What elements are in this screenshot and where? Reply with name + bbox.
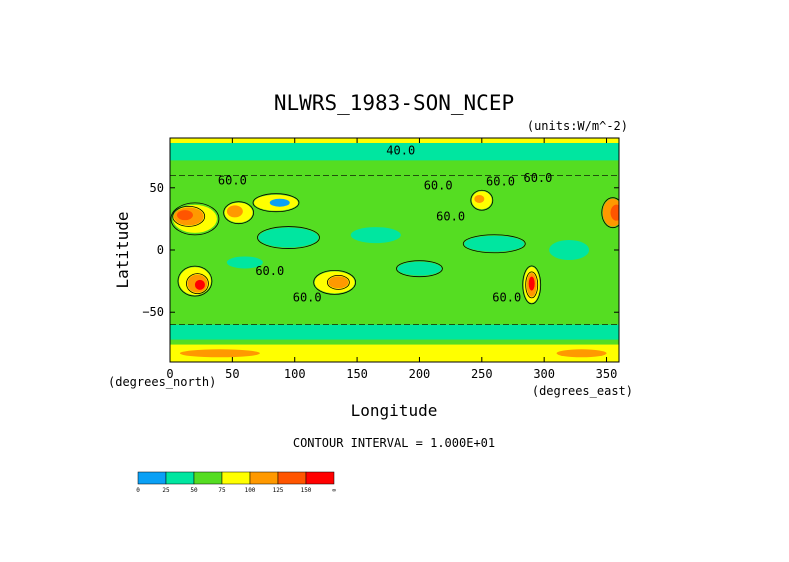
contour-line [470, 189, 494, 211]
field-regions [170, 138, 619, 362]
field-region [170, 142, 619, 161]
y-tick-label: −50 [142, 305, 164, 319]
units-label: (units:W/m^-2) [527, 119, 628, 133]
x-tick-label: 0 [166, 367, 173, 381]
colorbar-tick-label: 0 [136, 487, 140, 494]
contour-label: 60.0 [492, 290, 521, 304]
contour-label: 40.0 [386, 143, 415, 157]
colorbar-swatch [137, 471, 167, 485]
contour-line [522, 265, 542, 305]
contour-line [170, 202, 220, 236]
field-region [179, 349, 260, 358]
contour-lines [170, 174, 619, 326]
colorbar-swatch [249, 471, 279, 485]
field-region [269, 198, 290, 207]
x-tick-label: 300 [533, 367, 555, 381]
field-region [170, 324, 619, 340]
contour-line [601, 197, 619, 229]
contour-label: 60.0 [424, 178, 453, 192]
contour-label: 60.0 [293, 290, 322, 304]
colorbar-tick-label: 50 [190, 487, 198, 494]
contour-line [313, 269, 357, 295]
y-tick-label: 50 [150, 181, 164, 195]
field-region [528, 276, 535, 291]
contour-line [186, 273, 209, 295]
x-tick-label: 50 [225, 367, 239, 381]
colorbar-swatch [221, 471, 251, 485]
contour-line [172, 205, 206, 227]
x-unit-label: (degrees_east) [532, 384, 633, 398]
colorbar-swatch [277, 471, 307, 485]
colorbar-tick-label: 25 [162, 487, 170, 494]
contour-line [525, 271, 539, 299]
field-region [474, 194, 485, 203]
field-region [610, 204, 619, 221]
chart-title: NLWRS_1983-SON_NCEP [274, 91, 514, 115]
colorbar-tick-label: ∞ [332, 487, 336, 494]
colorbar-swatch [305, 471, 335, 485]
x-axis-label: Longitude [351, 401, 438, 420]
contour-line [326, 274, 350, 290]
contour-line [223, 201, 254, 225]
y-axis: 50 0 −50 [142, 181, 619, 319]
field-region [226, 256, 263, 269]
field-region [549, 240, 590, 260]
field-region [194, 279, 205, 290]
colorbar-swatch [193, 471, 223, 485]
contour-line [177, 265, 213, 297]
contour-line [252, 193, 300, 213]
contour-line [257, 226, 320, 249]
y-unit-label: (degrees_north) [108, 375, 216, 389]
plot-area: 40.0 60.0 60.0 60.0 60.0 60.0 60.0 60.0 60.0 [170, 138, 619, 362]
contour-labels: 40.0 60.0 60.0 60.0 60.0 60.0 60.0 60.0 60.0 [218, 143, 552, 304]
field-region [397, 261, 442, 276]
contour-label: 60.0 [255, 264, 284, 278]
contour-label: 60.0 [523, 171, 552, 185]
field-region [328, 276, 349, 289]
colorbar-tick-label: 100 [245, 487, 256, 494]
y-tick-label: 0 [157, 243, 164, 257]
x-tick-label: 100 [284, 367, 306, 381]
colorbar-tick-label: 125 [273, 487, 284, 494]
x-tick-label: 200 [409, 367, 431, 381]
field-region [226, 205, 243, 218]
colorbar-tick-label: 75 [218, 487, 226, 494]
x-tick-label: 150 [346, 367, 368, 381]
field-region [258, 227, 319, 248]
contour-line [462, 234, 526, 254]
contour-label: 60.0 [436, 209, 465, 223]
field-region [170, 344, 619, 362]
field-region [464, 235, 525, 252]
colorbar: 0 25 50 75 100 125 150 ∞ [136, 471, 336, 494]
field-region [350, 227, 401, 244]
contour-interval-label: CONTOUR INTERVAL = 1.000E+01 [293, 436, 495, 450]
contour-label: 60.0 [486, 175, 515, 189]
x-tick-label: 250 [471, 367, 493, 381]
colorbar-swatch [165, 471, 195, 485]
x-axis: 0 50 100 150 200 250 300 350 [166, 138, 617, 381]
field-region [176, 210, 193, 221]
y-axis-label: Latitude [113, 211, 132, 288]
colorbar-tick-label: 150 [301, 487, 312, 494]
contour-label: 60.0 [218, 173, 247, 187]
contour-line [396, 260, 443, 278]
field-region [556, 349, 607, 358]
field-region [170, 138, 619, 143]
x-tick-label: 350 [596, 367, 618, 381]
